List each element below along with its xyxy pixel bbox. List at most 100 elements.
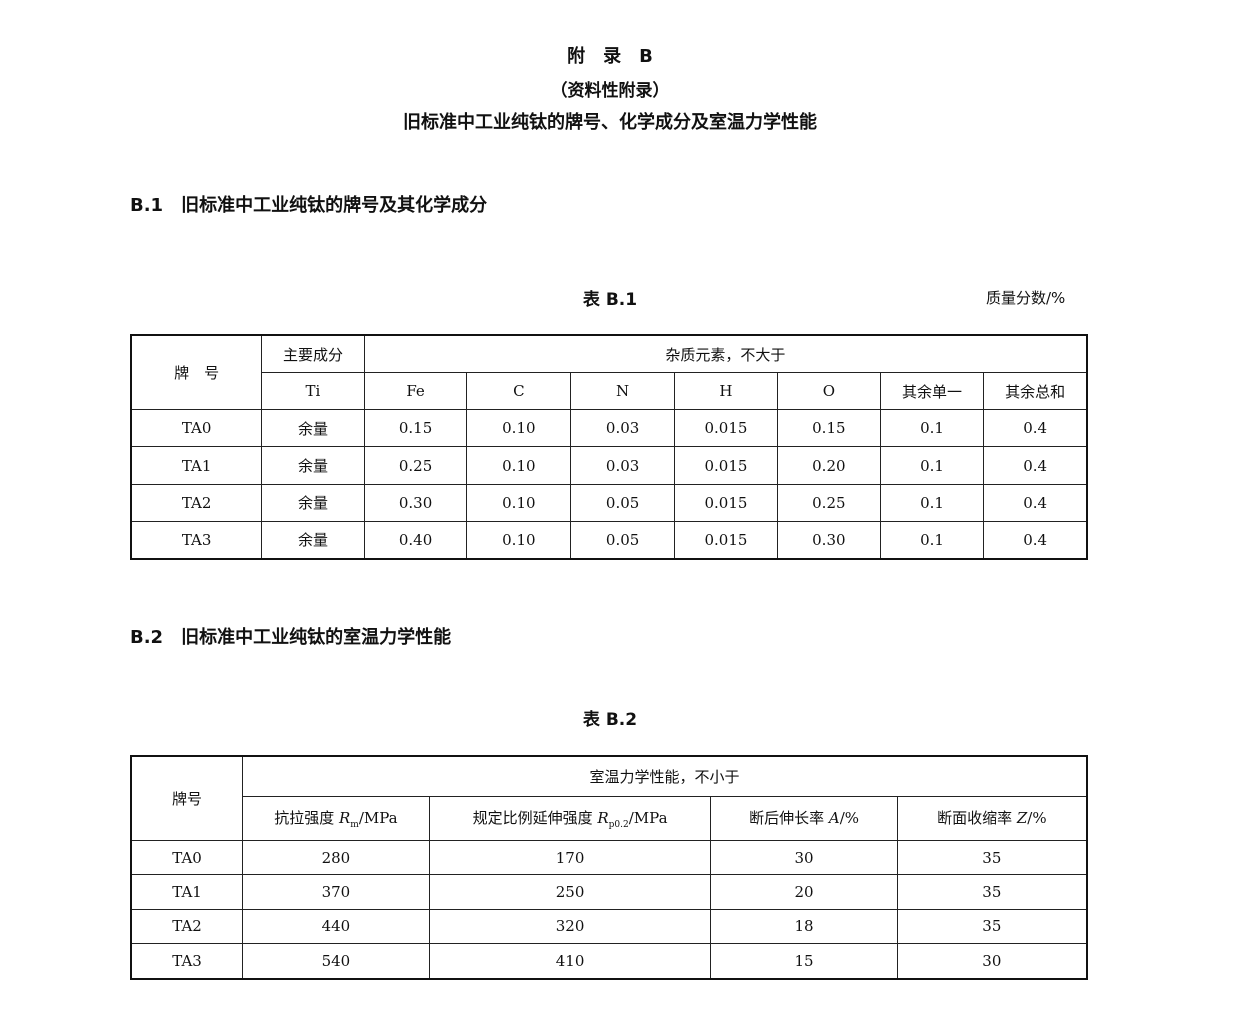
header-post: /MPa (628, 809, 668, 828)
table-cell: 0.30 (776, 520, 881, 560)
header-pre: 规定比例延伸强度 (472, 809, 598, 828)
table-cell: 0.25 (776, 483, 881, 522)
table-row: 抗拉强度 Rm/MPa 规定比例延伸强度 Rp0.2/MPa 断后伸长率 A/% 断面… (131, 796, 1088, 841)
table-cell: 0.1 (879, 446, 985, 485)
table-cell: 250 (428, 874, 712, 910)
table-cell: 0.10 (466, 483, 572, 522)
table-cell: 35 (896, 874, 1088, 910)
table-cell: 35 (896, 908, 1088, 945)
table-cell: 0.1 (879, 483, 985, 522)
table-cell: TA3 (130, 943, 244, 980)
table-b1: 牌 号主要成分 杂质元素，不大于 Ti Fe C N H O 其余单一 其余总和 TA0 余量 0.15… (130, 334, 1088, 560)
header-post: /% (1027, 809, 1047, 828)
table-b2: 牌号 室温力学性能，不小于 抗拉强度 Rm/MPa 规定比例延伸强度 Rp0.2/MP… (130, 755, 1088, 980)
table-cell: 0.05 (570, 483, 675, 522)
section-b2-heading: B.2 旧标准中工业纯钛的室温力学性能 (130, 627, 452, 648)
table-cell: 余量 (261, 520, 365, 560)
table-cell: 0.10 (466, 409, 572, 448)
header-col: 其余总和 (983, 372, 1088, 411)
header-col: Ti (261, 372, 365, 411)
table-b1-unit: 质量分数/% (986, 289, 1066, 307)
table-cell: 0.015 (674, 483, 778, 522)
table-cell: 30 (896, 943, 1088, 980)
header-col: 断后伸长率 A/% (710, 796, 898, 841)
table-cell: 0.15 (776, 409, 881, 448)
table-cell: 0.10 (466, 520, 572, 560)
table-cell: TA3 (130, 520, 263, 560)
table-cell: 280 (242, 839, 430, 876)
table-cell: 0.015 (674, 520, 778, 560)
table-row: Ti Fe C N H O 其余单一 其余总和 (131, 372, 1088, 411)
table-cell: 410 (428, 943, 712, 980)
header-col: N (570, 372, 675, 411)
table-cell: 0.10 (466, 446, 572, 485)
table-cell: 0.05 (570, 520, 675, 560)
table-cell: 余量 (261, 409, 365, 448)
table-cell: 540 (242, 943, 430, 980)
header-col: H (674, 372, 778, 411)
table-cell: 320 (428, 908, 712, 945)
header-grade: 牌 号 (130, 334, 263, 411)
header-pre: 断面收缩率 (937, 809, 1017, 828)
table-cell: 0.4 (983, 446, 1088, 485)
header-col: 抗拉强度 Rm/MPa (242, 796, 430, 841)
table-cell: 余量 (261, 446, 365, 485)
table-cell: 18 (710, 908, 898, 945)
table-cell: TA1 (130, 446, 263, 485)
table-cell: 170 (428, 839, 712, 876)
table-cell: 0.25 (363, 446, 468, 485)
table-cell: 0.4 (983, 520, 1088, 560)
table-cell: 0.1 (879, 520, 985, 560)
header-sym: Z (1016, 809, 1028, 828)
table-cell: TA1 (130, 874, 244, 910)
header-col: 断面收缩率 Z/% (896, 796, 1088, 841)
table-row: TA1 370 250 20 35 (130, 874, 1088, 910)
appendix-title: 旧标准中工业纯钛的牌号、化学成分及室温力学性能 (403, 112, 817, 133)
table-cell: 20 (710, 874, 898, 910)
table-row: TA3 余量 0.40 0.10 0.05 0.015 0.30 0.1 0.4 (130, 520, 1088, 560)
table-cell: 35 (896, 839, 1088, 876)
table-cell: 0.4 (983, 483, 1088, 522)
table-cell: 余量 (261, 483, 365, 522)
header-sym: R (338, 809, 351, 828)
table-row: TA0 余量 0.15 0.10 0.03 0.015 0.15 0.1 0.4 (130, 409, 1088, 448)
header-main-component: 主要成分 (261, 334, 365, 374)
table-cell: 0.30 (363, 483, 468, 522)
header-col: Fe (363, 372, 468, 411)
header-col: O (776, 372, 881, 411)
table-row: TA2 440 320 18 35 (130, 908, 1088, 945)
table-cell: TA0 (130, 409, 263, 448)
appendix-type: （资料性附录） (550, 81, 670, 101)
table-cell: 0.1 (879, 409, 985, 448)
table-row: 牌 号主要成分 杂质元素，不大于 (130, 334, 1088, 411)
table-cell: 0.015 (674, 409, 778, 448)
header-post: /MPa (358, 809, 398, 828)
header-sub: m (350, 820, 359, 831)
header-sym: A (828, 809, 840, 828)
header-mechanical: 室温力学性能，不小于 (242, 755, 1088, 798)
header-col: 规定比例延伸强度 Rp0.2/MPa (428, 796, 712, 841)
header-grade: 牌号 (130, 755, 244, 841)
header-post: /% (839, 809, 860, 828)
table-row: 牌号 室温力学性能，不小于 (130, 755, 1088, 841)
table-b2-caption: 表 B.2 (582, 710, 638, 730)
table-cell: 370 (242, 874, 430, 910)
table-cell: 15 (710, 943, 898, 980)
header-pre: 断后伸长率 (749, 809, 829, 828)
header-impurity: 杂质元素，不大于 (363, 334, 1088, 374)
table-row: TA0 280 170 30 35 (130, 839, 1088, 876)
header-pre: 抗拉强度 (274, 809, 339, 828)
table-cell: 0.03 (570, 409, 675, 448)
table-row: TA2 余量 0.30 0.10 0.05 0.015 0.25 0.1 0.4 (130, 483, 1088, 522)
table-cell: 0.20 (776, 446, 881, 485)
section-b1-heading: B.1 旧标准中工业纯钛的牌号及其化学成分 (130, 195, 488, 216)
header-col: 其余单一 (879, 372, 985, 411)
appendix-label: 附 录 B (567, 46, 653, 67)
header-sub: p0.2 (608, 820, 629, 831)
table-cell: 440 (242, 908, 430, 945)
header-sym: R (597, 809, 609, 828)
table-cell: 0.15 (363, 409, 468, 448)
table-row: TA3 540 410 15 30 (130, 943, 1088, 980)
table-cell: 30 (710, 839, 898, 876)
